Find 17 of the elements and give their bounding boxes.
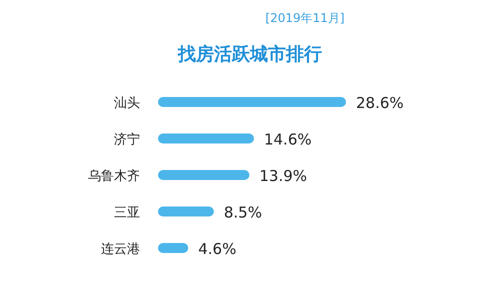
bar [158, 206, 214, 216]
y-tick-label: 济宁 [114, 132, 140, 148]
bar [158, 170, 250, 180]
y-tick-label: 汕头 [114, 96, 140, 111]
chart-title: 找房活跃城市排行 [177, 44, 322, 65]
bar [158, 134, 254, 144]
data-label: 8.5% [224, 204, 262, 222]
y-tick-label: 乌鲁木齐 [88, 169, 140, 184]
bar [158, 97, 346, 107]
data-label: 14.6% [264, 130, 312, 148]
data-label: 13.9% [259, 167, 308, 185]
bar [158, 243, 188, 253]
y-tick-label: 三亚 [114, 206, 140, 220]
chart-subtitle: [2019年11月] [265, 11, 345, 25]
data-label: 4.6% [198, 240, 236, 258]
data-label: 28.6% [356, 94, 404, 112]
y-tick-label: 连云港 [101, 242, 140, 257]
